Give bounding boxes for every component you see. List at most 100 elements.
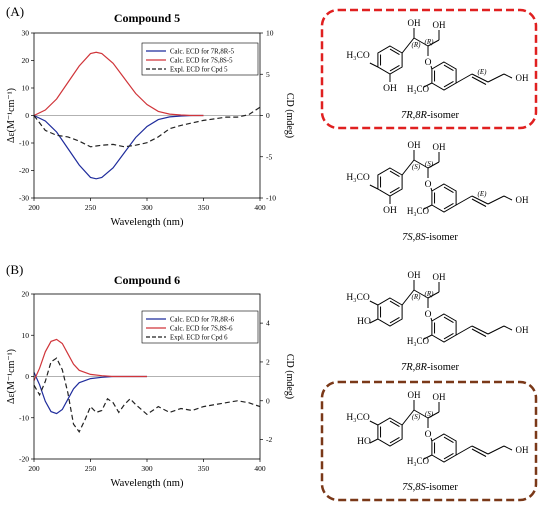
bond: [430, 437, 433, 442]
aromatic-bond: [443, 81, 454, 88]
aromatic-bond: [389, 65, 400, 72]
y-tick-label: -10: [19, 413, 29, 422]
bond: [413, 159, 429, 169]
methoxy-label: H₃CO: [346, 173, 370, 183]
legend-box: [141, 310, 259, 344]
hydroxyl-label: OH: [433, 272, 446, 282]
structure: H₃CO HO OH (R) (R) OH O H₃CO OH 7R,8R-isomer: [346, 270, 529, 373]
y2-tick-label: 4: [266, 319, 270, 328]
y2-tick-label: 5: [266, 70, 270, 79]
aromatic-bond: [389, 187, 400, 194]
y-tick-label: 10: [22, 331, 30, 340]
y2-tick-label: 2: [266, 357, 270, 366]
stereo-label: (S): [412, 413, 421, 421]
aromatic-bond: [443, 333, 454, 340]
hydroxyl-label: HO: [357, 437, 371, 447]
chart-title: Compound 6: [114, 273, 180, 287]
y-tick-label: 0: [25, 372, 29, 381]
highlight-box: [320, 8, 538, 130]
benzene-ring: [431, 61, 457, 91]
x-axis-label: Wavelength (nm): [111, 217, 184, 228]
x-tick-label: 350: [198, 464, 210, 473]
hydroxyl-label: OH: [516, 445, 529, 455]
hydroxyl-bond: [369, 318, 379, 324]
methoxy-bond: [423, 82, 433, 88]
bond: [427, 291, 440, 299]
isomer-config: 7S,8S: [402, 232, 426, 243]
hydroxyl-label: HO: [357, 317, 371, 327]
bond: [430, 317, 433, 322]
y-tick-label: 30: [22, 29, 30, 38]
methoxy-bond: [423, 454, 433, 460]
aromatic-bond: [389, 317, 400, 324]
series-line-3: [33, 106, 261, 148]
x-tick-label: 250: [85, 203, 97, 212]
alkene-label: (E): [478, 190, 488, 198]
y-tick-label: -30: [19, 194, 29, 203]
legend-entry: Expl. ECD for Cpd 6: [170, 334, 228, 341]
legend-entry: Calc. ECD for 7R,8R-5: [170, 48, 235, 55]
y-tick-label: 0: [25, 111, 29, 120]
structure: H₃CO OH OH (S) (S) OH O H₃CO OH (E) 7S,8S-isomer: [346, 140, 529, 243]
y-tick-label: 20: [22, 56, 30, 65]
hydroxyl-label: OH: [383, 84, 397, 94]
structure: H₃CO HO OH (S) (S) OH O H₃CO OH 7S,8S-isomer: [320, 380, 538, 502]
y-tick-label: -20: [19, 166, 29, 175]
y2-tick-label: -2: [266, 435, 272, 444]
hydroxyl-label: OH: [516, 195, 529, 205]
stereo-label: (S): [425, 160, 434, 168]
hydroxyl-label: OH: [433, 392, 446, 402]
aromatic-bond: [389, 48, 400, 55]
legend-entry: Calc. ECD for 7S,8S-5: [170, 57, 233, 64]
bond: [413, 409, 429, 419]
x-tick-label: 300: [141, 464, 153, 473]
x-axis-label: Wavelength (nm): [111, 478, 184, 489]
hydroxyl-label: OH: [433, 142, 446, 152]
chart-title: Compound 5: [114, 11, 180, 25]
aromatic-bond: [443, 203, 454, 210]
methoxy-bond: [423, 334, 433, 340]
x-tick-label: 400: [254, 203, 266, 212]
bond: [401, 409, 415, 426]
y2-tick-label: -5: [266, 152, 272, 161]
legend-box: [141, 42, 259, 76]
methoxy-bond: [369, 184, 379, 190]
double-bond: [471, 448, 487, 457]
aromatic-bond: [389, 300, 400, 307]
methoxy-label: H₃CO: [407, 456, 430, 466]
aromatic-bond: [389, 170, 400, 177]
isomer-suffix: -isomer: [427, 362, 460, 373]
double-bond: [471, 76, 487, 85]
stereo-label: (R): [412, 41, 422, 49]
isomer-suffix: -isomer: [426, 232, 459, 243]
y2-axis-label: CD (mdeg): [284, 354, 295, 399]
hydroxyl-label: OH: [516, 325, 529, 335]
methoxy-bond: [369, 300, 379, 306]
y-tick-label: -20: [19, 455, 29, 464]
aromatic-bond: [443, 186, 454, 193]
y2-axis-label: CD (mdeg): [284, 93, 295, 138]
stereo-label: (R): [425, 38, 435, 46]
legend-entry: Expl. ECD for Cpd 5: [170, 66, 228, 73]
aromatic-bond: [389, 437, 400, 444]
series-line-1: [33, 114, 204, 180]
hydroxyl-label: OH: [433, 20, 446, 30]
y-tick-label: -10: [19, 139, 29, 148]
hydroxyl-label: OH: [408, 390, 421, 400]
y-axis-label: Δε(M⁻¹cm⁻¹): [6, 88, 17, 143]
aromatic-bond: [389, 420, 400, 427]
methoxy-bond: [369, 62, 379, 68]
methoxy-bond: [369, 420, 379, 426]
bond: [455, 73, 473, 84]
methoxy-label: H₃CO: [407, 336, 430, 346]
bond: [401, 37, 415, 54]
y2-tick-label: 0: [266, 396, 270, 405]
y2-tick-label: 0: [266, 111, 270, 120]
x-tick-label: 300: [141, 203, 153, 212]
series-line-1: [33, 372, 147, 415]
stereo-label: (S): [425, 410, 434, 418]
bond: [455, 195, 473, 206]
bond: [503, 195, 513, 201]
